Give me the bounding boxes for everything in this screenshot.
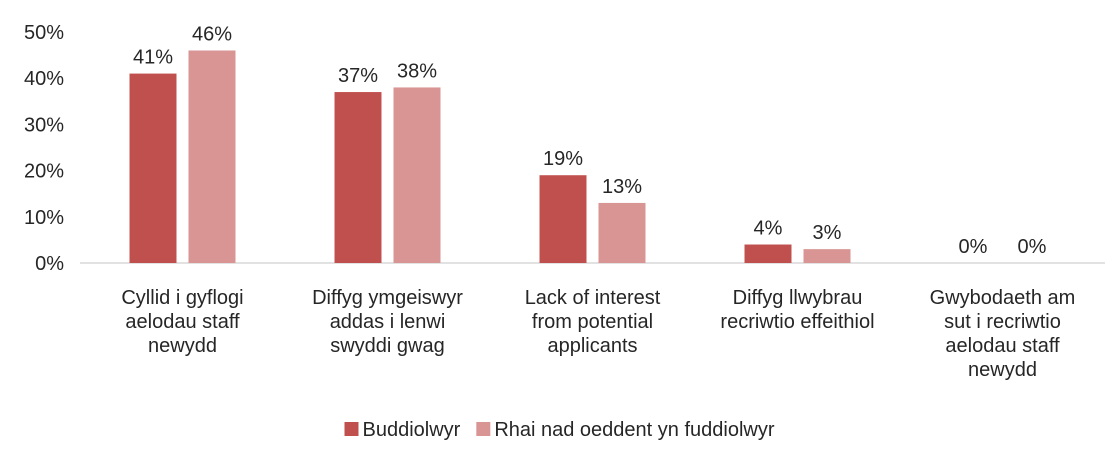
data-label: 46%	[192, 23, 232, 45]
y-tick-label: 40%	[24, 68, 64, 90]
legend-swatch	[476, 422, 491, 436]
category-label: sut i recriwtio	[944, 311, 1061, 333]
data-label: 37%	[338, 65, 378, 87]
y-tick-label: 50%	[24, 22, 64, 44]
data-labels-group: 41% 46% 37% 38% 19% 13% 4% 3% 0% 0%	[133, 23, 1047, 258]
bar	[393, 87, 441, 263]
data-label: 0%	[959, 236, 988, 258]
category-label: aelodau staff	[945, 335, 1060, 357]
category-label: Cyllid i gyflogi	[121, 287, 243, 309]
category-label: recriwtio effeithiol	[720, 311, 874, 333]
category-label: Lack of interest	[525, 287, 661, 309]
data-label: 13%	[602, 176, 642, 198]
category-label: aelodau staff	[125, 311, 240, 333]
bar	[598, 202, 646, 263]
bar	[539, 175, 587, 263]
y-tick-label: 30%	[24, 114, 64, 136]
category-label: addas i lenwi	[330, 311, 446, 333]
bar	[188, 50, 236, 264]
legend-label: Buddiolwyr	[362, 419, 460, 441]
legend: Buddiolwyr Rhai nad oeddent yn fuddiolwyr	[344, 419, 775, 441]
bar	[129, 73, 177, 263]
legend-swatch	[344, 422, 359, 436]
data-label: 38%	[397, 60, 437, 82]
y-axis-ticks: 0% 10% 20% 30% 40% 50%	[24, 22, 64, 275]
category-label: from potential	[532, 311, 653, 333]
data-label: 3%	[813, 222, 842, 244]
bar	[744, 244, 792, 263]
legend-label: Rhai nad oeddent yn fuddiolwyr	[494, 419, 775, 441]
bar	[334, 92, 382, 263]
y-tick-label: 20%	[24, 161, 64, 183]
bar	[803, 249, 851, 263]
category-label: Diffyg ymgeiswyr	[312, 287, 463, 309]
data-label: 4%	[754, 218, 783, 240]
category-label: swyddi gwag	[330, 335, 445, 357]
y-tick-label: 10%	[24, 207, 64, 229]
category-label: newydd	[968, 359, 1037, 381]
data-label: 19%	[543, 148, 583, 170]
category-label: newydd	[148, 335, 217, 357]
category-label: Diffyg llwybrau	[733, 287, 863, 309]
data-label: 41%	[133, 47, 173, 69]
category-label: applicants	[547, 335, 637, 357]
bars-group	[129, 50, 851, 264]
y-tick-label: 0%	[35, 253, 64, 275]
category-label: Gwybodaeth am	[930, 287, 1076, 309]
data-label: 0%	[1018, 236, 1047, 258]
